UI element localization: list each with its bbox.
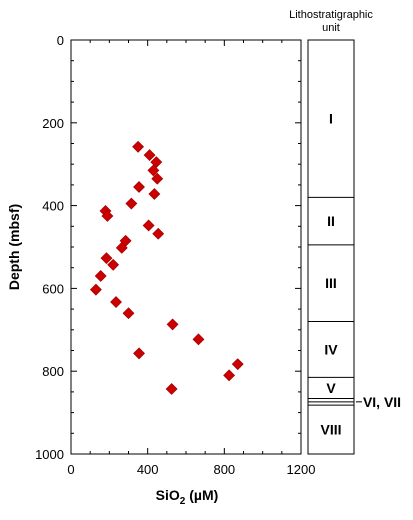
y-tick-label: 200	[42, 116, 64, 131]
data-point	[143, 149, 156, 162]
litho-unit-label: III	[325, 275, 337, 291]
litho-unit-label: I	[329, 111, 333, 127]
y-tick-label: 1000	[35, 447, 64, 462]
x-axis-title: SiO2 (µM)	[156, 487, 219, 507]
data-point	[231, 358, 244, 371]
data-point	[89, 283, 102, 296]
data-point	[152, 227, 165, 240]
plot-frame	[70, 39, 302, 455]
data-point	[151, 172, 164, 185]
x-axis-ticks: 0 400 800 1200	[67, 40, 315, 477]
litho-column-frame	[307, 39, 355, 455]
y-tick-label: 0	[57, 33, 64, 48]
data-point	[133, 347, 145, 360]
litho-side-label: VI, VII	[363, 394, 401, 410]
data-point	[122, 307, 135, 320]
data-point	[223, 369, 236, 382]
data-point	[166, 318, 179, 331]
x-tick-label: 1200	[287, 462, 316, 477]
x-axis-title-main: SiO	[156, 487, 180, 503]
data-points	[89, 140, 244, 395]
y-tick-label: 400	[42, 199, 64, 214]
x-tick-label: 0	[67, 462, 74, 477]
y-tick-label: 800	[42, 364, 64, 379]
x-tick-label: 800	[213, 462, 235, 477]
data-point	[100, 252, 113, 265]
data-point	[125, 197, 138, 210]
x-axis-title-subscript: 2	[180, 496, 186, 507]
x-tick-label: 400	[137, 462, 159, 477]
data-point	[133, 181, 145, 193]
data-point	[148, 188, 161, 200]
litho-column-title-line1: Lithostratigraphic	[289, 9, 373, 21]
data-point	[115, 241, 128, 254]
x-axis-title-unit: (µM)	[185, 487, 218, 503]
litho-column-title-line2: unit	[322, 22, 340, 34]
data-point	[132, 140, 145, 153]
y-axis-ticks: 0 200 400 600 800 1000	[35, 33, 301, 462]
y-tick-label: 600	[42, 281, 64, 296]
litho-unit-label: V	[326, 380, 336, 396]
data-point	[107, 258, 120, 271]
data-point	[94, 270, 107, 282]
data-point	[101, 210, 114, 222]
data-point	[142, 219, 155, 232]
data-point	[147, 164, 160, 177]
data-point	[110, 296, 122, 308]
litho-unit-label: IV	[324, 341, 338, 357]
data-point	[165, 383, 178, 395]
y-axis-title: Depth (mbsf)	[6, 204, 22, 290]
data-point	[192, 333, 205, 346]
litho-unit-label: VIII	[320, 422, 341, 438]
litho-unit-label: II	[327, 213, 335, 229]
